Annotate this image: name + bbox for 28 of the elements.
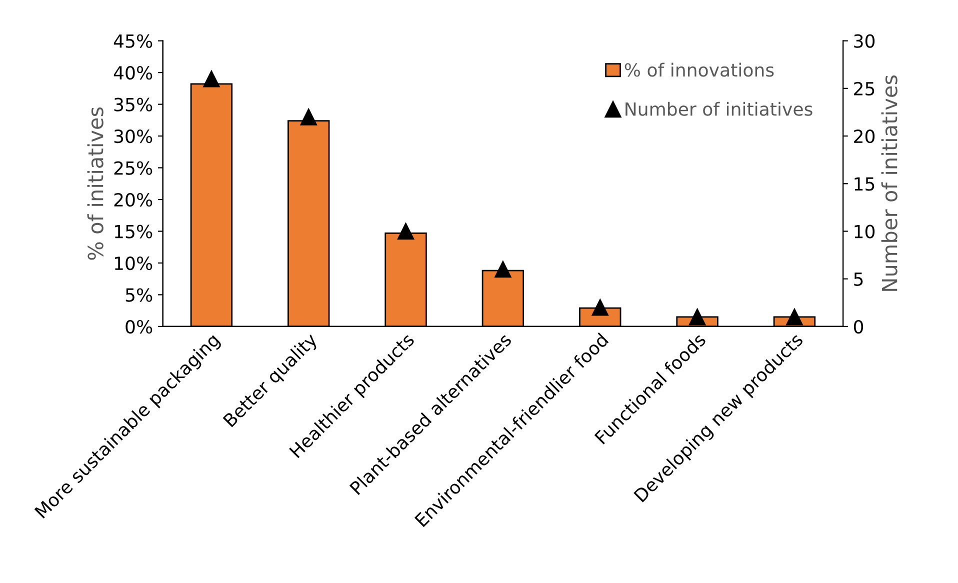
legend-label: Number of initiatives xyxy=(626,102,812,116)
y2-axis-title: Number of initiatives xyxy=(881,75,898,291)
y2-tick-label: 25 xyxy=(854,82,874,96)
y2-tick-label: 20 xyxy=(854,129,875,144)
y-tick-label: 35% xyxy=(114,98,152,112)
y-tick-label: 5% xyxy=(126,288,152,302)
y2-tick-label: 5 xyxy=(854,272,863,286)
y2-tick-label: 15 xyxy=(854,177,874,191)
y-axis-title: % of initiatives xyxy=(87,107,104,260)
point xyxy=(592,299,608,316)
point xyxy=(786,308,803,326)
y2-tick-label: 10 xyxy=(854,224,875,238)
legend-label: % of innovations xyxy=(624,62,774,77)
point xyxy=(494,261,512,278)
y-tick-label: 30% xyxy=(114,129,152,144)
y-tick-label: 0% xyxy=(126,320,152,334)
y-tick-label: 15% xyxy=(114,224,152,238)
point xyxy=(203,70,220,88)
y-tick-label: 10% xyxy=(114,256,152,270)
point xyxy=(397,222,414,240)
y2-tick-label: 0 xyxy=(854,320,864,334)
y-tick-label: 40% xyxy=(114,66,152,80)
y2-tick-label: 30 xyxy=(854,34,875,48)
point xyxy=(300,108,317,126)
point xyxy=(688,308,706,326)
y-tick-label: 20% xyxy=(114,192,152,207)
y-tick-label: 45% xyxy=(114,34,152,48)
y-tick-label: 25% xyxy=(114,161,152,175)
